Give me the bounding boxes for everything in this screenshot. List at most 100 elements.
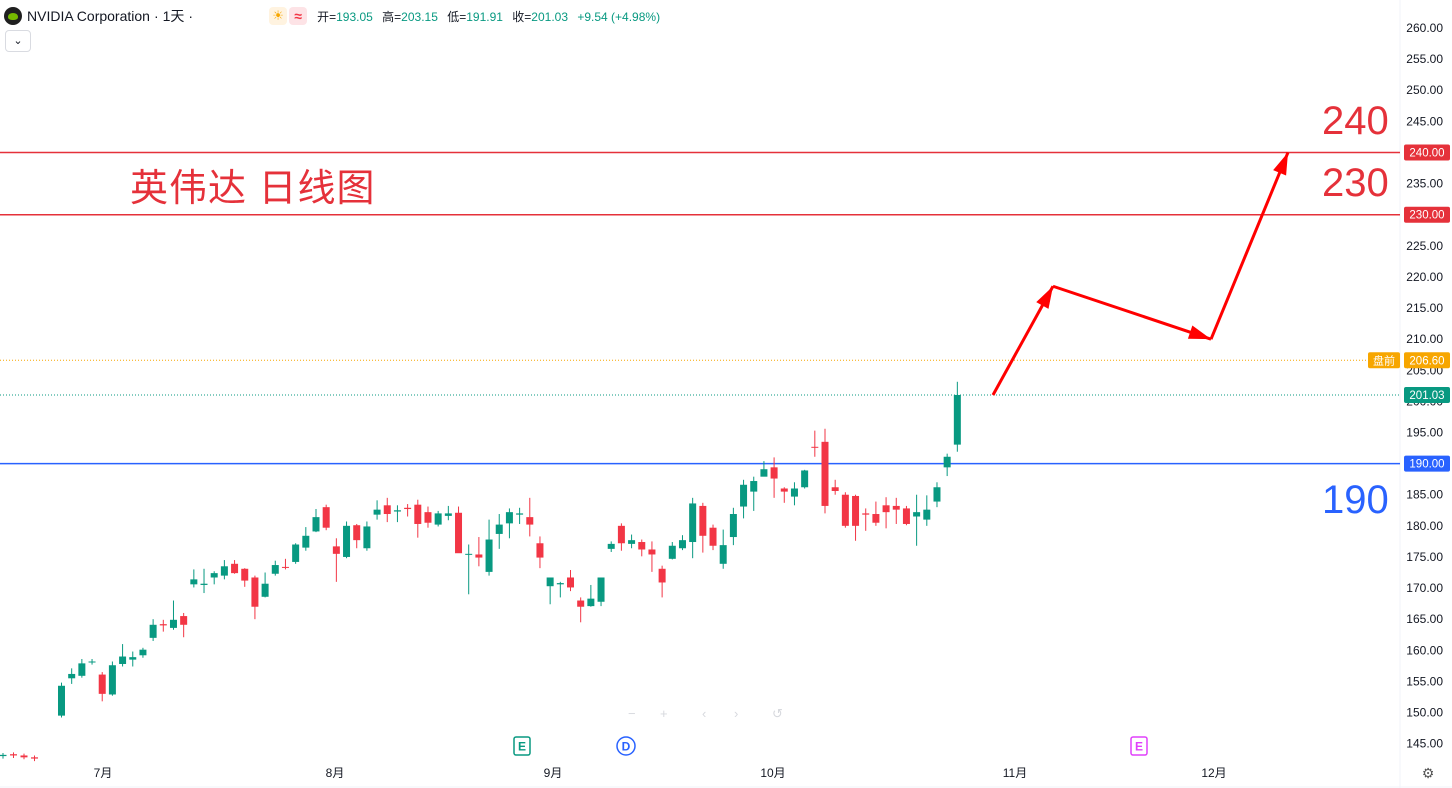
high-label: 高= — [382, 9, 402, 24]
candle-body — [628, 540, 636, 544]
annotation-190: 190 — [1322, 478, 1389, 522]
y-tick-label: 260.00 — [1406, 21, 1443, 35]
y-tick-label: 195.00 — [1406, 425, 1443, 439]
event-marker-dividend — [616, 736, 636, 756]
collapse-button[interactable]: ⌄ — [5, 30, 31, 52]
interval-label[interactable]: 1天 — [162, 8, 185, 24]
candle-body — [98, 674, 106, 694]
candle-body — [811, 446, 819, 448]
approx-icon[interactable]: ≈ — [289, 7, 308, 25]
forecast-arrow-head — [1187, 325, 1211, 340]
candle-body — [190, 579, 198, 585]
reset-icon[interactable]: ↺ — [772, 706, 783, 721]
x-tick-label: 8月 — [326, 766, 345, 780]
candle-body — [475, 554, 483, 558]
candle-body — [343, 525, 351, 557]
candle-body — [852, 495, 860, 526]
candle-body — [251, 577, 259, 607]
candle-body — [495, 524, 503, 534]
x-tick-label: 10月 — [760, 766, 785, 780]
candle-body — [526, 517, 534, 525]
event-marker-letter: E — [1135, 740, 1143, 754]
candle-body — [383, 505, 391, 515]
candle-body — [332, 546, 340, 554]
y-tick-label: 175.00 — [1406, 550, 1443, 564]
candle-body — [668, 545, 676, 559]
event-marker-earnings — [513, 736, 531, 756]
candle-body — [108, 665, 116, 695]
separator: · — [188, 8, 194, 24]
candle-body — [617, 525, 625, 544]
candle-body — [444, 513, 452, 516]
candle-body — [902, 508, 910, 524]
level-price-label-bg — [1404, 206, 1450, 223]
candle-body — [943, 456, 951, 468]
candle-body — [638, 542, 646, 550]
level-price-label-bg — [1404, 144, 1450, 161]
candle-body — [424, 512, 432, 523]
candle-body — [180, 616, 188, 625]
candle-body — [455, 512, 463, 554]
forecast-arrow-head — [1273, 152, 1288, 176]
y-tick-label: 150.00 — [1406, 706, 1443, 720]
candle-body — [862, 513, 870, 515]
candle-body — [292, 544, 300, 562]
price-tag-bg — [1404, 352, 1450, 369]
y-tick-label: 245.00 — [1406, 114, 1443, 128]
scroll-right-icon[interactable]: › — [734, 706, 739, 721]
candle-body — [58, 685, 65, 716]
forecast-arrow-shaft — [1209, 151, 1290, 340]
x-tick-label: 12月 — [1201, 766, 1226, 780]
y-tick-label: 210.00 — [1406, 332, 1443, 346]
candle-body — [485, 539, 493, 572]
candle-body — [169, 619, 177, 628]
annotation-240: 240 — [1322, 99, 1389, 143]
zoom-out-icon[interactable]: − — [628, 706, 636, 721]
candle-body — [302, 535, 310, 548]
level-price-label: 190.00 — [1409, 459, 1444, 471]
candle-body — [658, 568, 666, 583]
open-value: 193.05 — [336, 9, 373, 24]
candle-body — [760, 469, 768, 477]
symbol-name[interactable]: NVIDIA Corporation — [27, 8, 150, 24]
zoom-in-icon[interactable]: + — [660, 706, 668, 721]
candle-body — [567, 577, 574, 588]
candle-body — [892, 505, 900, 510]
candle-body — [281, 566, 289, 568]
candle-body — [841, 494, 849, 526]
candle-body — [556, 583, 564, 585]
scroll-left-icon[interactable]: ‹ — [702, 706, 707, 721]
close-label: 收= — [512, 9, 532, 24]
candle-body — [709, 527, 717, 546]
low-label: 低= — [447, 9, 467, 24]
candle-body — [821, 441, 829, 506]
y-tick-label: 170.00 — [1406, 581, 1443, 595]
candle-body — [913, 512, 921, 517]
candle-body — [210, 573, 218, 578]
high-value: 203.15 — [401, 9, 438, 24]
sun-icon[interactable]: ☀ — [269, 7, 288, 25]
forecast-arrow-shaft — [1052, 284, 1212, 341]
candle-body — [780, 488, 788, 492]
candle-body — [790, 488, 798, 497]
candle-body — [505, 512, 513, 524]
candle-body — [241, 568, 249, 581]
level-price-label-bg — [1404, 455, 1450, 472]
candle-body — [536, 543, 544, 558]
level-price-label: 230.00 — [1409, 210, 1444, 222]
candle-body — [923, 509, 931, 520]
candle-body — [953, 394, 961, 445]
candle-body — [577, 600, 585, 607]
y-tick-label: 155.00 — [1406, 674, 1443, 688]
candle-body — [648, 549, 656, 555]
y-tick-label: 215.00 — [1406, 301, 1443, 315]
gear-icon[interactable]: ⚙ — [1421, 765, 1435, 781]
symbol-header: NVIDIA Corporation · 1天 · ☀ ≈ 开=193.05 高… — [0, 0, 666, 32]
candle-body — [129, 657, 137, 660]
candle-body — [149, 624, 157, 638]
x-tick-label: 11月 — [1003, 766, 1027, 780]
candle-body — [729, 514, 737, 538]
candle-body — [434, 513, 442, 525]
